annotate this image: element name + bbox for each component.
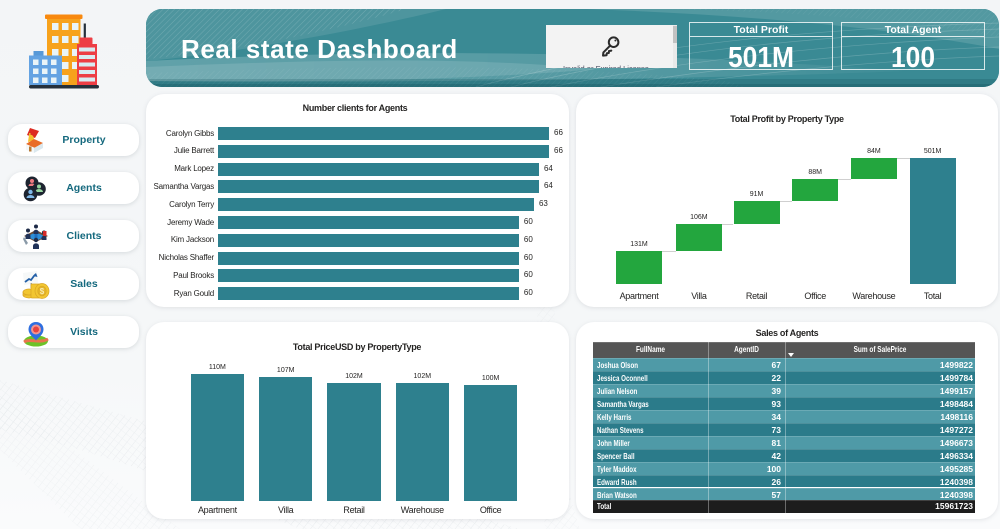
svg-text:$: $	[40, 287, 45, 296]
